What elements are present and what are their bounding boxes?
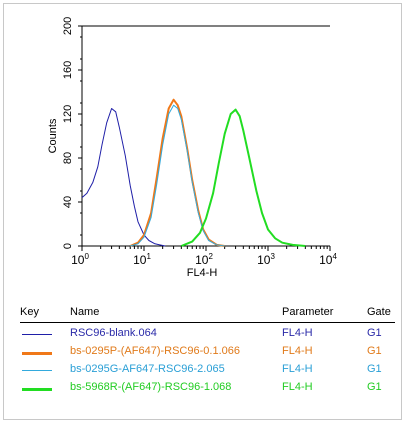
legend-key-line (22, 370, 52, 371)
figure-frame (3, 3, 402, 420)
series-line-3 (130, 104, 225, 247)
legend-gate: G1 (367, 327, 382, 339)
y-tick-label: 0 (62, 243, 74, 249)
x-axis-label: FL4-H (187, 267, 218, 279)
x-tick-label: 100 (71, 252, 89, 267)
legend-separator (20, 322, 395, 323)
legend-row: bs-0295G-AF647-RSC96-2.065 FL4-H G1 (20, 363, 395, 381)
legend-name: bs-0295G-AF647-RSC96-2.065 (70, 363, 225, 375)
legend-gate: G1 (367, 345, 382, 357)
histogram-plot: 0 40 80 120 160 200 100 101 102 103 104 FL4-H Coun… (47, 17, 337, 279)
y-axis-label: Counts (47, 118, 59, 153)
legend-header-key: Key (20, 306, 39, 318)
legend-name: bs-0295P-(AF647)-RSC96-0.1.066 (70, 345, 240, 357)
y-tick-label: 120 (62, 105, 74, 123)
legend-parameter: FL4-H (282, 381, 313, 393)
legend-header: Key Name Parameter Gate (20, 306, 395, 320)
y-tick-label: 40 (62, 196, 74, 208)
x-tick-label: 102 (195, 252, 213, 267)
legend-name: RSC96-blank.064 (70, 327, 157, 339)
legend-parameter: FL4-H (282, 345, 313, 357)
series-layer (81, 98, 306, 247)
series-line-2 (129, 98, 225, 247)
y-tick-label: 160 (62, 61, 74, 79)
legend-header-name: Name (70, 306, 100, 318)
x-tick-label: 101 (133, 252, 151, 267)
legend-key-line (22, 352, 52, 355)
legend-name: bs-5968R-(AF647)-RSC96-1.068 (70, 381, 232, 393)
legend-key-line (22, 388, 52, 391)
legend-gate: G1 (367, 363, 382, 375)
legend-key-line (22, 334, 52, 335)
legend-gate: G1 (367, 381, 382, 393)
legend-rows: RSC96-blank.064 FL4-H G1 bs-0295P-(AF647)-R… (20, 327, 395, 399)
plot-axes (81, 25, 330, 247)
y-tick-label: 80 (62, 152, 74, 164)
legend-row: RSC96-blank.064 FL4-H G1 (20, 327, 395, 345)
legend-parameter: FL4-H (282, 327, 313, 339)
x-tick-label: 103 (257, 252, 275, 267)
legend-table: Key Name Parameter Gate RSC96-blank.064 F… (20, 306, 395, 399)
legend-row: bs-0295P-(AF647)-RSC96-0.1.066 FL4-H G1 (20, 345, 395, 363)
legend-header-gate: Gate (367, 306, 391, 318)
legend-row: bs-5968R-(AF647)-RSC96-1.068 FL4-H G1 (20, 381, 395, 399)
legend-header-parameter: Parameter (282, 306, 334, 318)
series-line-4 (180, 108, 306, 247)
series-line-1 (81, 108, 166, 247)
y-tick-label: 200 (62, 17, 74, 35)
x-tick-label: 104 (319, 252, 337, 267)
axis-ticks: 0 40 80 120 160 200 100 101 102 103 104 (62, 17, 337, 267)
legend-parameter: FL4-H (282, 363, 313, 375)
